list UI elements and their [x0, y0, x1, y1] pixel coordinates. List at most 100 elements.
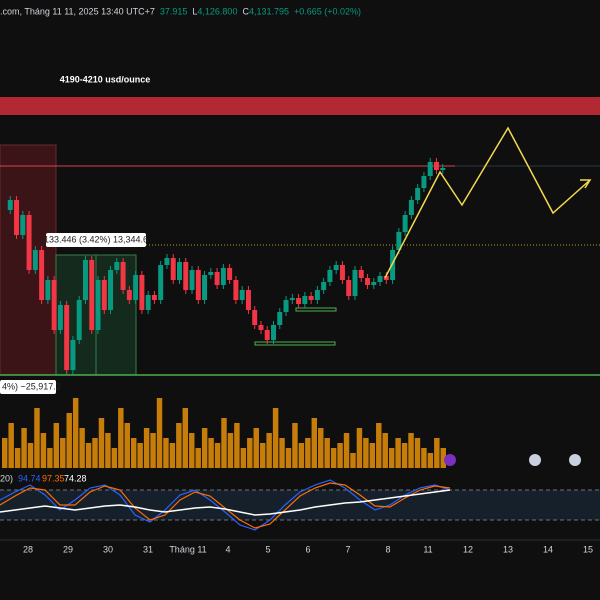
stoch-line — [0, 479, 451, 531]
header-text: .com, Tháng 11 11, 2025 13:40 UTC+7 — [0, 6, 155, 16]
volume-bar — [305, 438, 311, 468]
x-tick-label: 14 — [543, 544, 553, 554]
volume-bar — [272, 408, 279, 468]
volume-bar — [60, 438, 66, 468]
volume-bar — [408, 433, 414, 468]
x-tick-label: 12 — [463, 544, 473, 554]
candle — [39, 250, 45, 300]
volume-bar — [440, 448, 446, 468]
volume-bar — [143, 428, 150, 468]
volume-bar — [266, 433, 272, 468]
candle — [264, 330, 270, 340]
candle — [258, 325, 264, 330]
candle — [164, 258, 170, 265]
volume-bar — [240, 448, 247, 468]
candle — [89, 260, 95, 330]
measure-down-label: 4%) −25,917.2 — [2, 381, 61, 391]
candle — [20, 215, 26, 235]
x-tick-label: Tháng 11 — [169, 544, 206, 554]
volume-bar — [137, 443, 143, 468]
measure-up-tag — [46, 233, 146, 247]
volume-bar — [337, 443, 343, 468]
candle — [108, 270, 114, 310]
event-icon — [444, 454, 456, 466]
header-text: 37.915 — [160, 6, 188, 16]
candle — [408, 200, 414, 215]
volume-bar — [221, 418, 227, 468]
volume-bar — [47, 448, 53, 468]
volume-bar — [118, 408, 124, 468]
measure-up-label: 133.446 (3.42%) 13,344.6 — [44, 234, 148, 244]
candle — [145, 295, 151, 310]
volume-bar — [414, 438, 421, 468]
candle — [302, 296, 308, 304]
volume-bar — [401, 443, 408, 468]
volume-bar — [195, 448, 201, 468]
candle — [214, 272, 220, 285]
candle — [45, 280, 51, 300]
volume-bar — [343, 433, 350, 468]
candle — [321, 282, 327, 290]
volume-bar — [324, 438, 330, 468]
volume-bar — [369, 443, 376, 468]
volume-bar — [169, 443, 176, 468]
candle — [390, 250, 396, 280]
volume-bar — [98, 418, 105, 468]
volume-bar — [227, 433, 234, 468]
volume-bar — [356, 428, 363, 468]
candle — [114, 262, 120, 270]
volume-bar — [350, 453, 356, 468]
stoch-band — [0, 490, 600, 520]
candle — [314, 290, 320, 300]
x-tick-label: 28 — [23, 544, 33, 554]
header-text: 4,126.800 — [197, 6, 237, 16]
candle — [76, 300, 82, 340]
header-text: 4,131.795 — [249, 6, 289, 16]
volume — [2, 398, 446, 468]
candle — [170, 258, 176, 280]
x-tick-label: 31 — [143, 544, 153, 554]
volume-bar — [330, 448, 337, 468]
volume-bar — [292, 423, 298, 468]
volume-bar — [395, 438, 401, 468]
x-tick-label: 13 — [503, 544, 513, 554]
candle — [126, 290, 132, 300]
candle — [82, 260, 88, 300]
volume-bar — [234, 423, 240, 468]
x-tick-label: 29 — [63, 544, 73, 554]
candle — [133, 275, 139, 300]
volume-bar — [156, 398, 163, 468]
volume-bar — [79, 428, 85, 468]
header-text: C — [242, 6, 249, 16]
volume-bar — [427, 453, 434, 468]
candle — [158, 265, 164, 300]
candle — [421, 176, 427, 188]
volume-bar — [130, 438, 137, 468]
x-tick-label: 30 — [103, 544, 113, 554]
x-tick-label: 8 — [385, 544, 390, 554]
candle — [252, 310, 258, 325]
candle — [371, 282, 377, 285]
candle — [289, 298, 295, 300]
candle — [220, 268, 226, 285]
volume-bar — [189, 433, 195, 468]
volume-bar — [176, 423, 182, 468]
x-tick-label: 7 — [345, 544, 350, 554]
candle — [183, 262, 189, 290]
volume-bar — [208, 438, 214, 468]
candle — [402, 215, 408, 232]
volume-bar — [279, 438, 285, 468]
candle — [383, 276, 389, 280]
candle — [32, 250, 38, 270]
candle — [57, 305, 63, 330]
volume-bar — [247, 438, 253, 468]
volume-bar — [150, 433, 156, 468]
box-mark — [254, 341, 336, 346]
stoch-extra: 74.28 — [64, 473, 87, 483]
x-tick-label: 4 — [225, 544, 230, 554]
candle — [95, 280, 101, 330]
stoch-lines — [0, 479, 451, 531]
zone-label: 4190-4210 usd/ounce — [60, 74, 151, 84]
volume-bar — [27, 443, 34, 468]
candle — [271, 325, 277, 340]
